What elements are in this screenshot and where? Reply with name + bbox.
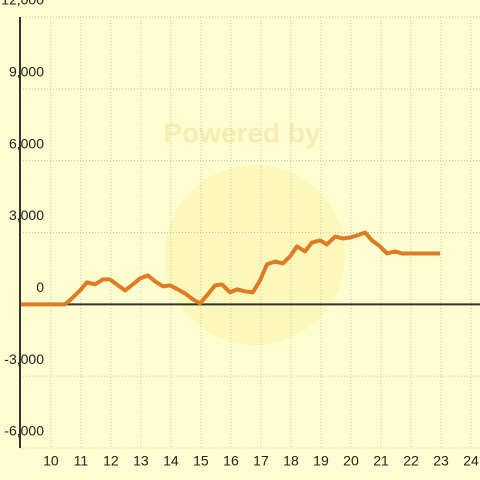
y-tick-label: 0 [36, 279, 44, 295]
y-tick-label: 6,000 [9, 135, 44, 151]
x-tick-label: 24 [463, 453, 479, 469]
y-tick-label: -6,000 [4, 423, 44, 439]
y-tick-label: 9,000 [9, 64, 44, 80]
x-tick-label: 19 [313, 453, 329, 469]
y-tick-label: -3,000 [4, 351, 44, 367]
data-line [20, 230, 441, 307]
watermark-logo [165, 165, 345, 345]
x-tick-label: 11 [74, 453, 89, 469]
x-tick-label: 15 [193, 453, 209, 469]
x-tick-label: 13 [133, 453, 149, 469]
x-tick-label: 21 [373, 453, 389, 469]
x-tick-label: 17 [253, 453, 269, 469]
y-tick-label: 3,000 [9, 207, 44, 223]
x-tick-label: 22 [403, 453, 419, 469]
x-tick-label: 14 [163, 453, 179, 469]
x-tick-label: 16 [223, 453, 239, 469]
y-tick-label: 12,000 [1, 0, 44, 8]
x-tick-label: 20 [343, 453, 359, 469]
x-tick-label: 23 [433, 453, 449, 469]
x-tick-label: 18 [283, 453, 299, 469]
x-tick-label: 10 [43, 453, 59, 469]
watermark: Powered by [163, 117, 321, 148]
x-tick-label: 12 [103, 453, 119, 469]
